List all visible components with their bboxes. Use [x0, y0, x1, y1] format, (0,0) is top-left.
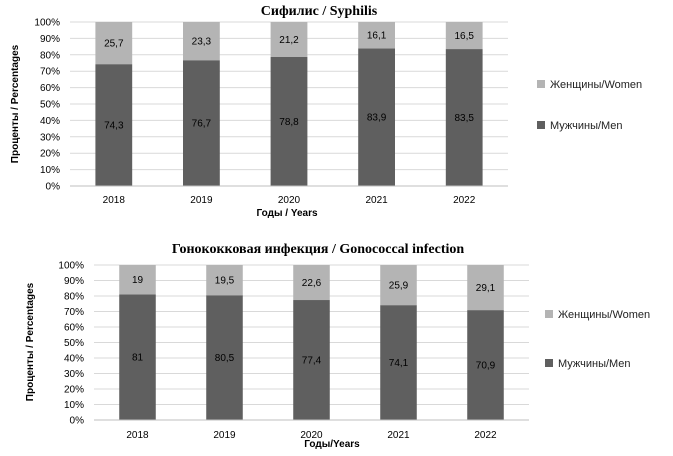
y-tick-label: 20%	[64, 385, 84, 396]
bar-men	[206, 295, 243, 420]
bar-women	[293, 265, 330, 301]
bar-women	[95, 22, 133, 65]
data-label: 19	[132, 275, 144, 286]
data-label: 23,3	[192, 37, 212, 48]
bar-women	[445, 22, 483, 50]
data-label: 74,1	[389, 358, 409, 369]
y-tick-label: 30%	[64, 369, 84, 380]
y-tick-label: 90%	[64, 276, 84, 287]
legend-label: Мужчины/Men	[558, 358, 630, 370]
y-tick-label: 50%	[40, 100, 60, 111]
bar-women	[183, 22, 220, 61]
y-tick-label: 20%	[40, 149, 60, 160]
y-tick-label: 80%	[64, 292, 84, 303]
y-tick-label: 40%	[64, 354, 84, 365]
data-label: 19,5	[215, 276, 235, 287]
data-label: 25,7	[104, 39, 124, 50]
legend-swatch	[537, 80, 545, 88]
legend-swatch	[545, 359, 553, 367]
legend-label: Женщины/Women	[550, 79, 642, 91]
data-label: 16,1	[367, 31, 387, 42]
x-tick-label: 2021	[365, 195, 388, 206]
legend-swatch	[537, 121, 545, 129]
y-tick-label: 10%	[40, 165, 60, 176]
legend-label: Женщины/Women	[558, 309, 650, 321]
x-tick-label: 2020	[300, 430, 323, 441]
x-tick-label: 2021	[387, 430, 410, 441]
y-tick-label: 70%	[64, 307, 84, 318]
y-axis-title: Проценты / Percentages	[25, 282, 36, 401]
data-label: 29,1	[476, 283, 496, 294]
bar-men	[467, 310, 504, 420]
x-tick-label: 2022	[474, 430, 497, 441]
y-tick-label: 0%	[46, 182, 61, 193]
data-label: 25,9	[389, 281, 409, 292]
bar-men	[183, 60, 220, 186]
bar-men	[358, 48, 395, 187]
chart-2: Гонококковая инфекция / Gonococcal infec…	[25, 242, 650, 450]
bar-men	[119, 294, 156, 420]
data-label: 74,3	[104, 121, 124, 132]
bar-men	[270, 56, 308, 186]
y-tick-label: 90%	[40, 34, 60, 45]
y-tick-label: 0%	[70, 416, 85, 427]
x-axis-title: Годы / Years	[256, 208, 318, 219]
bar-men	[380, 305, 417, 420]
y-tick-label: 10%	[64, 400, 84, 411]
y-tick-label: 50%	[64, 338, 84, 349]
x-axis-title: Годы/Years	[304, 439, 360, 450]
x-tick-label: 2018	[103, 195, 126, 206]
chart-title: Сифилис / Syphilis	[261, 4, 378, 19]
data-label: 22,6	[302, 278, 322, 289]
bar-women	[467, 265, 504, 311]
chart-title: Гонококковая инфекция / Gonococcal infec…	[172, 242, 465, 257]
y-axis-title: Проценты / Percentages	[10, 44, 21, 163]
y-tick-label: 30%	[40, 132, 60, 143]
x-tick-label: 2020	[278, 195, 301, 206]
bar-women	[206, 265, 243, 296]
legend-label: Мужчины/Men	[550, 120, 622, 132]
bar-men	[293, 300, 330, 420]
bar-men	[95, 64, 133, 186]
y-tick-label: 80%	[40, 50, 60, 61]
bar-women	[380, 265, 417, 306]
bar-men	[445, 49, 483, 187]
y-tick-label: 100%	[58, 261, 84, 272]
y-tick-label: 70%	[40, 67, 60, 78]
x-tick-label: 2022	[453, 195, 476, 206]
x-tick-label: 2019	[213, 430, 236, 441]
bar-women	[119, 265, 156, 295]
chart-1: Сифилис / Syphilis 0% 10% 20% 30% 40% 50% 60% 70…	[10, 4, 642, 219]
data-label: 78,8	[279, 117, 299, 128]
bar-women	[358, 22, 395, 49]
y-tick-label: 60%	[40, 83, 60, 94]
data-label: 21,2	[279, 35, 299, 46]
y-tick-label: 100%	[34, 18, 60, 29]
legend-swatch	[545, 310, 553, 318]
data-label: 76,7	[192, 119, 212, 130]
x-tick-label: 2019	[190, 195, 213, 206]
y-tick-label: 60%	[64, 323, 84, 334]
y-tick-label: 40%	[40, 116, 60, 127]
data-label: 83,9	[367, 113, 387, 124]
data-label: 16,5	[454, 31, 474, 42]
data-label: 81	[132, 353, 144, 364]
data-label: 77,4	[302, 356, 322, 367]
x-tick-label: 2018	[126, 430, 149, 441]
bar-women	[270, 22, 308, 57]
data-label: 70,9	[476, 361, 496, 372]
data-label: 80,5	[215, 353, 235, 364]
data-label: 83,5	[454, 113, 474, 124]
